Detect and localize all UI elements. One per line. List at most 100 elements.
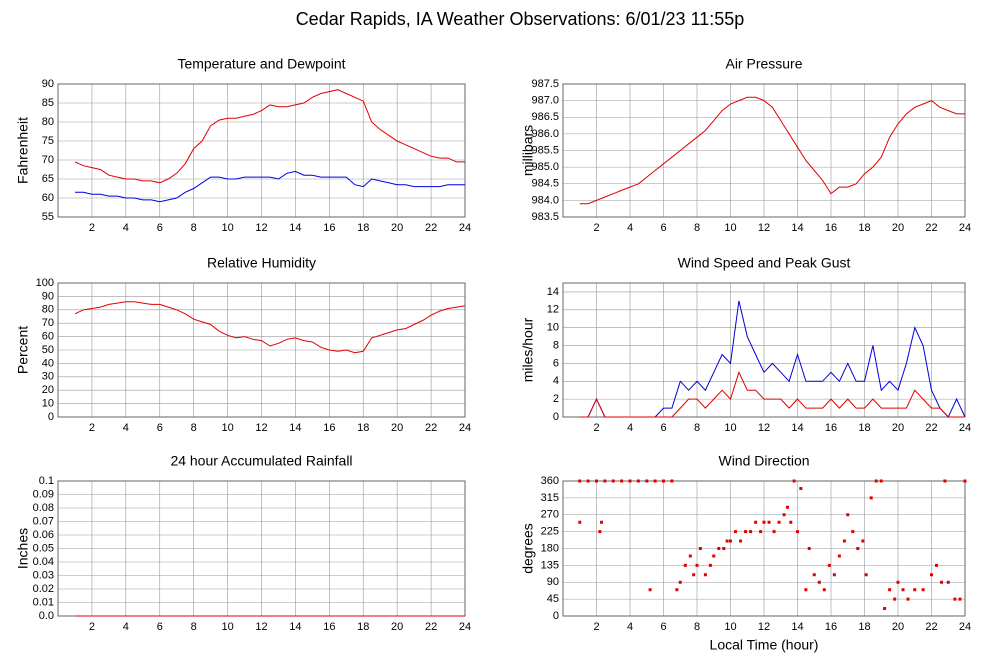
x-tick-label: 12 bbox=[255, 222, 267, 234]
x-tick-label: 6 bbox=[157, 422, 163, 434]
x-tick-label: 18 bbox=[357, 621, 369, 633]
y-tick-label: 30 bbox=[42, 371, 54, 383]
panel: Temperature and Dewpoint Fahrenheit 55 60 65… bbox=[15, 56, 471, 234]
x-tick-label: 24 bbox=[959, 422, 971, 434]
x-tick-label: 4 bbox=[627, 422, 633, 434]
x-tick-label: 22 bbox=[425, 222, 437, 234]
data-point bbox=[600, 520, 604, 524]
data-point bbox=[883, 607, 887, 610]
data-point bbox=[739, 539, 743, 543]
data-point bbox=[662, 479, 665, 483]
x-tick-label: 20 bbox=[892, 222, 904, 234]
x-tick-label: 14 bbox=[791, 222, 803, 234]
y-tick-label: 0.03 bbox=[33, 569, 54, 581]
x-tick-label: 24 bbox=[959, 222, 971, 234]
data-point bbox=[692, 573, 696, 577]
data-point bbox=[595, 479, 598, 483]
data-point bbox=[729, 539, 732, 543]
data-point bbox=[958, 597, 962, 601]
data-point bbox=[698, 547, 702, 550]
y-tick-label: 984.5 bbox=[531, 178, 559, 190]
x-tick-label: 2 bbox=[89, 621, 95, 633]
panel-title: Air Pressure bbox=[725, 56, 802, 72]
data-point bbox=[817, 580, 821, 584]
data-point bbox=[792, 479, 796, 483]
data-point bbox=[785, 505, 789, 509]
data-point bbox=[822, 588, 826, 592]
data-point bbox=[804, 588, 808, 592]
data-point bbox=[767, 520, 771, 524]
data-point bbox=[749, 530, 753, 534]
y-axis-label: Inches bbox=[15, 528, 31, 569]
data-line bbox=[579, 370, 965, 418]
y-tick-label: 65 bbox=[42, 173, 54, 185]
x-tick-label: 10 bbox=[221, 222, 233, 234]
plot-frame bbox=[562, 83, 966, 218]
y-tick-label: 225 bbox=[541, 526, 559, 538]
x-tick-label: 6 bbox=[660, 422, 666, 434]
x-tick-label: 24 bbox=[459, 222, 471, 234]
data-point bbox=[628, 479, 632, 483]
y-tick-label: 8 bbox=[553, 339, 559, 351]
data-point bbox=[759, 530, 763, 534]
data-point bbox=[717, 547, 721, 550]
y-tick-label: 0.0 bbox=[39, 610, 54, 622]
x-tick-label: 4 bbox=[627, 621, 633, 633]
data-point bbox=[832, 573, 836, 577]
y-tick-label: 90 bbox=[42, 78, 54, 90]
y-tick-label: 0.04 bbox=[33, 556, 54, 568]
y-tick-label: 10 bbox=[42, 398, 54, 410]
x-tick-label: 20 bbox=[391, 621, 403, 633]
x-tick-label: 16 bbox=[323, 621, 335, 633]
y-tick-label: 14 bbox=[547, 286, 559, 298]
data-point bbox=[869, 496, 873, 500]
y-tick-label: 0.1 bbox=[39, 475, 54, 487]
data-point bbox=[896, 580, 900, 584]
plot-frame bbox=[57, 83, 466, 218]
panel-title: 24 hour Accumulated Rainfall bbox=[170, 453, 352, 469]
data-point bbox=[930, 573, 933, 577]
x-tick-label: 8 bbox=[191, 621, 197, 633]
y-tick-label: 0.08 bbox=[33, 502, 54, 514]
data-point bbox=[734, 530, 738, 534]
y-axis-label: Percent bbox=[15, 326, 31, 374]
data-point bbox=[754, 520, 758, 524]
y-tick-label: 360 bbox=[541, 475, 559, 487]
y-tick-label: 100 bbox=[36, 277, 54, 289]
y-tick-label: 60 bbox=[42, 331, 54, 343]
x-tick-label: 6 bbox=[660, 621, 666, 633]
data-point bbox=[940, 580, 944, 584]
data-point bbox=[782, 513, 786, 517]
y-tick-label: 983.5 bbox=[531, 211, 559, 223]
x-tick-label: 14 bbox=[791, 422, 803, 434]
x-tick-label: 2 bbox=[593, 621, 599, 633]
x-tick-label: 22 bbox=[425, 422, 437, 434]
data-point bbox=[695, 563, 699, 567]
data-point bbox=[683, 563, 687, 567]
x-tick-label: 12 bbox=[758, 422, 770, 434]
y-tick-label: 984.0 bbox=[531, 194, 559, 206]
x-tick-label: 12 bbox=[758, 621, 770, 633]
y-tick-label: 4 bbox=[553, 375, 559, 387]
y-tick-label: 0.07 bbox=[33, 515, 54, 527]
y-tick-label: 12 bbox=[547, 304, 559, 316]
panel-title: Temperature and Dewpoint bbox=[177, 56, 345, 72]
y-tick-label: 985.0 bbox=[531, 161, 559, 173]
plot-frame bbox=[562, 480, 966, 617]
x-tick-label: 4 bbox=[123, 422, 129, 434]
data-point bbox=[812, 573, 816, 577]
x-tick-label: 2 bbox=[593, 422, 599, 434]
data-point bbox=[688, 554, 692, 558]
data-point bbox=[921, 588, 925, 592]
page-title: Cedar Rapids, IA Weather Observations: 6… bbox=[296, 9, 745, 29]
y-tick-label: 70 bbox=[42, 154, 54, 166]
data-point bbox=[722, 547, 726, 550]
panel: Wind Speed and Peak Gustmiles/hour024681… bbox=[520, 255, 971, 434]
y-tick-label: 60 bbox=[42, 192, 54, 204]
x-tick-label: 16 bbox=[323, 222, 335, 234]
y-tick-label: 0.05 bbox=[33, 542, 54, 554]
data-point bbox=[611, 479, 615, 483]
y-axis-label: degrees bbox=[520, 523, 536, 574]
x-tick-label: 2 bbox=[89, 222, 95, 234]
data-point bbox=[648, 588, 652, 592]
